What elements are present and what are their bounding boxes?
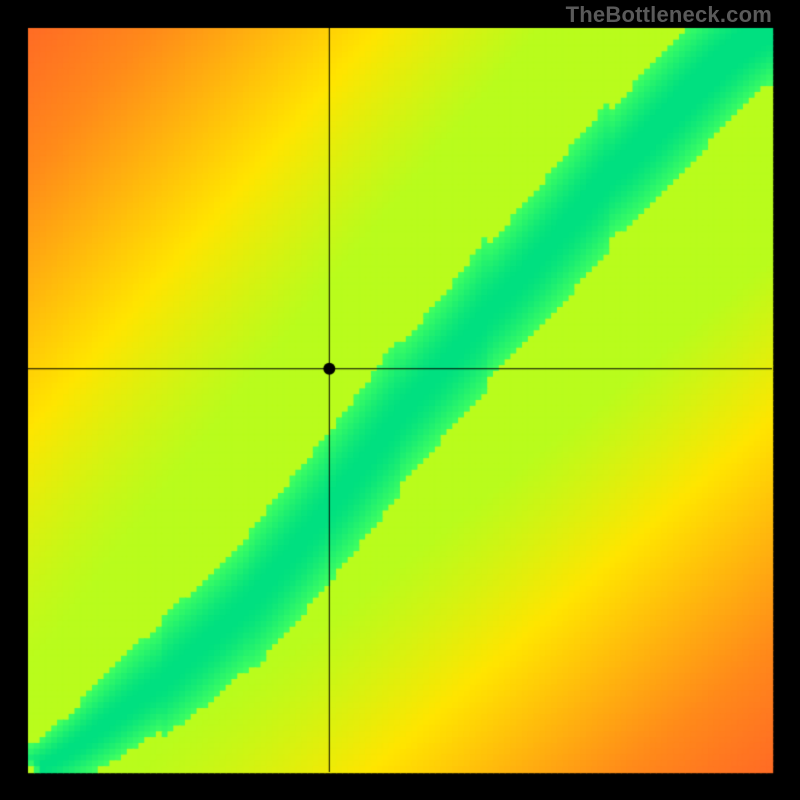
stage: TheBottleneck.com <box>0 0 800 800</box>
heatmap-canvas <box>0 0 800 800</box>
attribution-link[interactable]: TheBottleneck.com <box>566 2 772 28</box>
